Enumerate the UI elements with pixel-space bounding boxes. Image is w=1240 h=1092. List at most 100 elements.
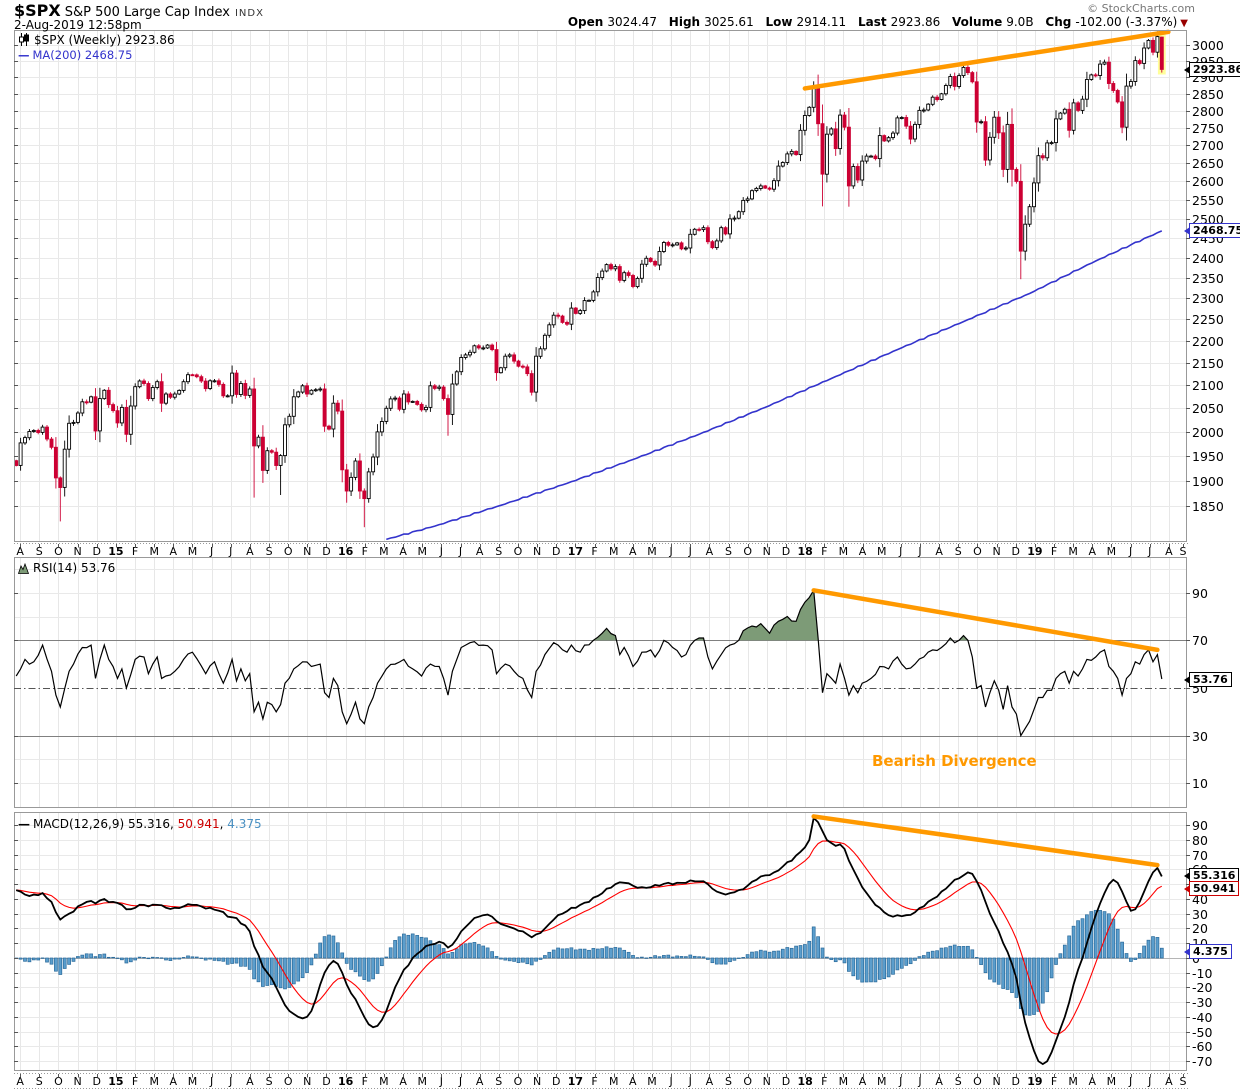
svg-text:D: D [552,545,560,558]
svg-text:O: O [973,545,982,558]
svg-text:F: F [821,545,827,558]
separator: , [169,817,178,831]
svg-text:S: S [725,545,732,558]
macd-legend: — MACD(12,26,9) 55.316, 50.941, 4.375 [18,817,262,831]
svg-text:J: J [439,545,443,558]
svg-text:A: A [170,545,178,558]
svg-text:M: M [609,545,619,558]
svg-text:S: S [36,545,43,558]
svg-text:-70: -70 [1192,1054,1212,1069]
svg-text:16: 16 [338,545,354,558]
volume-value: 9.0B [1006,15,1034,29]
svg-text:2250: 2250 [1192,312,1224,327]
svg-text:2600: 2600 [1192,174,1224,189]
svg-text:J: J [1147,545,1151,558]
last-value: 2923.86 [890,15,941,29]
svg-text:D: D [782,1075,790,1088]
svg-text:2300: 2300 [1192,291,1224,306]
candlesticks [14,31,1164,528]
svg-text:N: N [73,1075,81,1088]
svg-text:2000: 2000 [1192,425,1224,440]
line-swatch-icon: — [18,48,30,62]
svg-text:F: F [362,1075,368,1088]
svg-text:M: M [647,545,657,558]
svg-text:D: D [552,1075,560,1088]
macd-signal-value: 50.941 [177,817,220,831]
macd-legend-name: MACD(12,26,9) [33,817,125,831]
svg-text:M: M [1107,1075,1117,1088]
svg-text:N: N [992,1075,1000,1088]
candlestick-icon [19,33,29,46]
svg-text:2150: 2150 [1192,356,1224,371]
copyright: © StockCharts.com [1087,2,1195,15]
svg-text:A: A [16,1075,24,1088]
svg-text:2050: 2050 [1192,401,1224,416]
svg-text:18: 18 [797,1075,812,1088]
svg-text:1850: 1850 [1192,499,1224,514]
line-swatch-icon: — [18,817,30,831]
x-axis-separators [14,543,1189,1089]
macd-value: 55.316 [127,817,170,831]
svg-text:F: F [1051,545,1057,558]
svg-text:D: D [322,545,330,558]
svg-text:F: F [132,545,138,558]
svg-text:O: O [743,1075,752,1088]
svg-text:2100: 2100 [1192,378,1224,393]
svg-text:O: O [54,545,63,558]
svg-text:2650: 2650 [1192,156,1224,171]
svg-text:-20: -20 [1192,980,1212,995]
svg-text:-30: -30 [1192,995,1212,1010]
last-label: Last [857,15,887,29]
svg-text:18: 18 [797,545,812,558]
rsi-area-icon [17,562,30,574]
svg-text:S: S [725,1075,732,1088]
svg-text:2500: 2500 [1192,212,1224,227]
svg-text:F: F [821,1075,827,1088]
svg-text:-60: -60 [1192,1039,1212,1054]
svg-text:J: J [898,1075,902,1088]
index-name: S&P 500 Large Cap Index [64,5,230,20]
svg-text:A: A [706,545,714,558]
svg-text:S: S [36,1075,43,1088]
main-legend: $SPX (Weekly) 2923.86 [18,33,175,47]
svg-text:30: 30 [1192,729,1208,744]
ma-legend: — MA(200) 2468.75 [18,48,132,62]
svg-text:A: A [629,545,637,558]
svg-text:1900: 1900 [1192,474,1224,489]
svg-text:M: M [839,545,849,558]
down-triangle-icon: ▼ [1180,18,1188,29]
axis-labels: 1850 1900 1950 2000 2050 2100 2150 2200 2250 2300… [1192,38,1224,1069]
svg-text:M: M [379,545,389,558]
svg-text:S: S [955,1075,962,1088]
macd-line [15,816,1163,1066]
svg-text:15: 15 [108,1075,123,1088]
svg-text:2750: 2750 [1192,121,1224,136]
svg-text:70: 70 [1192,633,1208,648]
svg-text:M: M [1068,1075,1078,1088]
svg-text:A: A [16,545,24,558]
svg-text:M: M [877,1075,887,1088]
svg-text:A: A [935,1075,943,1088]
svg-text:2850: 2850 [1192,87,1224,102]
chart-datetime: 2-Aug-2019 12:58pm [14,18,142,32]
svg-text:J: J [458,1075,462,1088]
rsi-legend: RSI(14) 53.76 [17,561,115,575]
rsi-line [15,588,1163,738]
svg-text:N: N [303,545,311,558]
svg-text:J: J [439,1075,443,1088]
svg-text:2200: 2200 [1192,334,1224,349]
macd-hist-value: 4.375 [227,817,262,831]
svg-text:J: J [688,1075,692,1088]
svg-text:-50: -50 [1192,1025,1212,1040]
svg-text:-40: -40 [1192,1010,1212,1025]
svg-text:M: M [188,1075,198,1088]
low-value: 2914.11 [796,15,847,29]
svg-text:D: D [782,545,790,558]
main-legend-label: $SPX (Weekly) 2923.86 [34,33,175,47]
svg-text:J: J [228,1075,232,1088]
svg-text:S: S [955,545,962,558]
quote-summary: Open 3024.47 High 3025.61 Low 2914.11 Last 2… [560,15,1188,29]
svg-text:N: N [73,545,81,558]
svg-text:J: J [688,545,692,558]
